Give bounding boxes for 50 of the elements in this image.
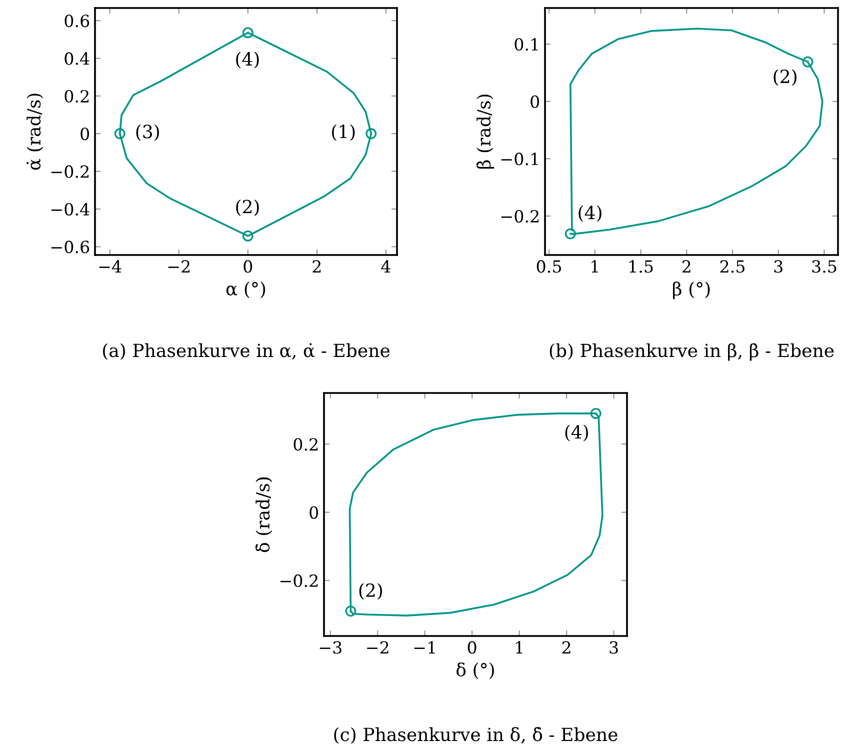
annotation: (2) [774, 69, 796, 86]
y-tick-label: 0 [530, 95, 540, 108]
x-tick-label: 0.5 [536, 260, 562, 273]
x-tick-label: 3 [774, 260, 782, 273]
y-axis-title: α̇ (rad/s) [26, 94, 44, 170]
text: (a) Phasenkurve in α, α̇ - Ebene [102, 343, 390, 360]
x-tick-label: −3 [320, 641, 342, 654]
annotation: (4) [565, 424, 588, 442]
x-tick-label: 2 [312, 260, 321, 273]
x-tick-label: −4 [99, 260, 122, 273]
x-tick-label: 2.5 [720, 260, 744, 273]
y-tick-label: −0.1 [501, 152, 538, 166]
text: (b) Phasenkurve in β, β̇ - Ebene [550, 343, 834, 361]
y-tick-label: −0.2 [501, 210, 539, 223]
y-tick-label: 0.4 [64, 52, 90, 65]
y-tick-label: 0.6 [64, 14, 90, 28]
annotation: (2) [359, 583, 382, 600]
annotation: (4) [578, 205, 602, 222]
y-tick-label: 0.2 [64, 90, 89, 103]
x-tick-label: −2 [367, 641, 388, 654]
x-tick-label: 1 [592, 260, 598, 273]
text: (c) Phasenkurve in δ, δ̇ - Ebene [334, 727, 618, 744]
annotation: (3) [136, 124, 159, 141]
y-tick-label: 0 [310, 506, 318, 519]
x-tick-label: −2 [168, 260, 190, 273]
y-tick-label: 0.1 [514, 38, 538, 51]
x-axis-title: β (°) [672, 282, 710, 300]
x-tick-label: 4 [381, 260, 390, 273]
y-axis-title: δ̇ (rad/s) [256, 477, 272, 552]
x-tick-label: 0 [468, 641, 476, 654]
x-axis-title: α (°) [226, 282, 266, 298]
y-tick-label: 0.2 [294, 438, 318, 451]
x-tick-label: −1 [414, 641, 435, 654]
y-axis-title: β̇ (rad/s) [476, 94, 494, 169]
x-tick-label: 1.5 [630, 260, 653, 273]
x-tick-label: 1 [516, 641, 522, 654]
x-axis-title: δ (°) [456, 662, 494, 680]
x-tick-label: 2 [562, 641, 570, 654]
annotation: (1) [332, 124, 355, 141]
x-tick-label: 3.5 [812, 260, 836, 273]
y-tick-label: −0.6 [51, 240, 90, 254]
y-tick-label: −0.2 [280, 574, 318, 588]
x-tick-label: 3 [610, 641, 618, 654]
x-tick-label: 0 [244, 260, 252, 273]
y-tick-label: −0.4 [51, 202, 90, 216]
annotation: (2) [236, 199, 259, 216]
annotation: (4) [236, 52, 259, 68]
y-tick-label: −0.2 [51, 165, 89, 178]
y-tick-label: 0 [80, 128, 90, 140]
x-tick-label: 2 [682, 260, 690, 273]
